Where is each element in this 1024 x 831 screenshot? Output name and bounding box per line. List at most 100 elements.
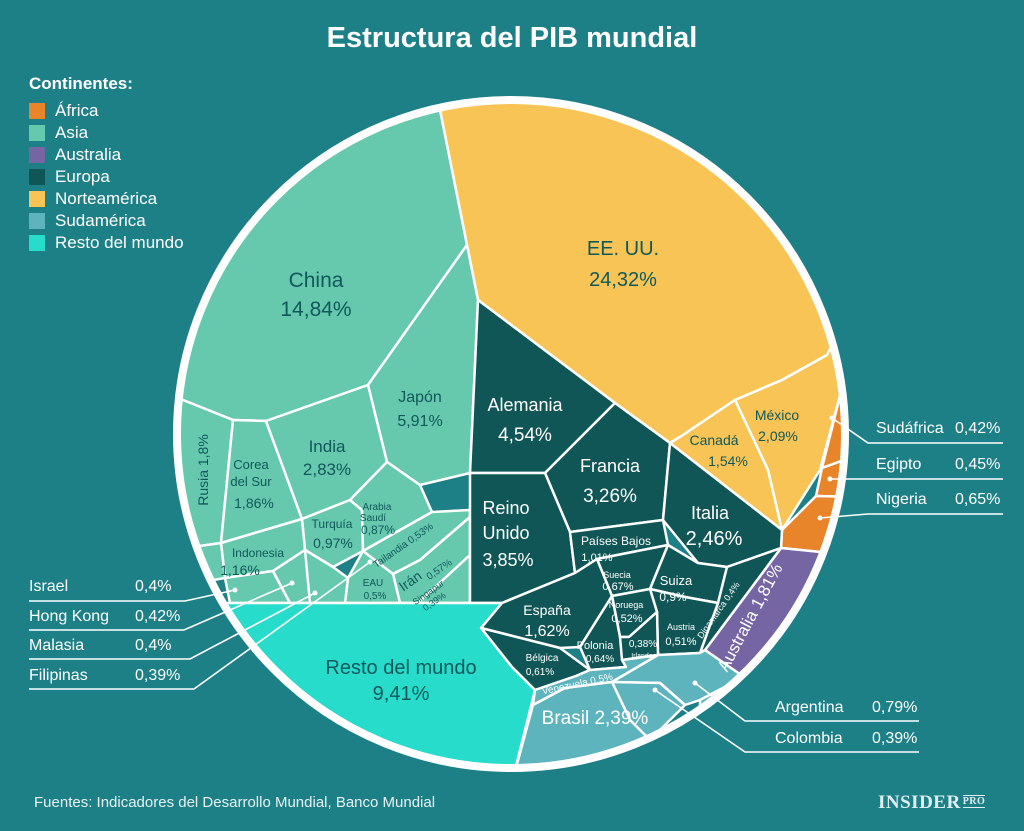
- label-saudi: Saudí: [360, 513, 386, 524]
- label-uae: EAU: [363, 578, 384, 589]
- label-italy: Italia: [691, 503, 730, 523]
- legend-swatch: [29, 191, 45, 207]
- leader-dot-colombia: [652, 687, 658, 693]
- leader-dot-egipto: [827, 476, 833, 482]
- label-indonesia: Indonesia: [232, 546, 284, 560]
- label-netherlands: Países Bajos: [581, 534, 651, 548]
- label-norway: Noruega: [609, 600, 644, 610]
- callout-colombia-value: 0,39%: [872, 730, 918, 747]
- legend-swatch: [29, 125, 45, 141]
- cell-ireland: [618, 610, 660, 662]
- leader-line-filipinas: [29, 561, 371, 690]
- callout-hongkong-value: 0,42%: [135, 608, 181, 625]
- label-korea: del Sur: [230, 474, 272, 489]
- label-germany: Alemania: [487, 395, 563, 415]
- callout-argentina-value: 0,79%: [872, 699, 918, 716]
- chart-outer-ring: [173, 96, 849, 772]
- leader-line-hongkong: [29, 582, 293, 631]
- legend-item-africa: África: [29, 100, 184, 122]
- leader-dot-argentina: [692, 680, 698, 686]
- label-austria: 0,51%: [665, 636, 696, 648]
- label-poland: 0,64%: [586, 654, 614, 665]
- callout-argentina-name: Argentina: [775, 699, 844, 716]
- leader-dot-malasia: [312, 590, 318, 596]
- label-brazil: Brasil 2,39%: [542, 708, 649, 729]
- legend-swatch: [29, 235, 45, 251]
- callout-colombia-name: Colombia: [775, 730, 843, 747]
- legend-label: Europa: [55, 167, 110, 186]
- label-uae: 0,5%: [364, 591, 387, 602]
- callout-hongkong-name: Hong Kong: [29, 608, 110, 625]
- legend-item-australia: Australia: [29, 144, 184, 166]
- label-mexico: México: [755, 407, 800, 423]
- leader-line-argentina: [694, 682, 919, 722]
- cell-egipto: [814, 438, 842, 500]
- callout-sudafrica-name: Sudáfrica: [876, 420, 944, 437]
- label-korea: 1,86%: [234, 495, 274, 511]
- legend-item-norteamerica: Norteamérica: [29, 188, 184, 210]
- leader-line-malasia: [29, 592, 316, 660]
- label-uk: Reino: [482, 498, 529, 518]
- leader-dot-filipinas: [367, 559, 373, 565]
- label-mexico: 2,09%: [758, 428, 798, 444]
- label-uk: Unido: [482, 523, 529, 543]
- label-ireland: Irlanda: [631, 653, 653, 660]
- legend-title: Continentes:: [29, 74, 133, 93]
- leader-dot-israel: [232, 587, 238, 593]
- label-germany: 4,54%: [498, 425, 552, 446]
- label-italy: 2,46%: [686, 528, 743, 550]
- label-china: China: [289, 269, 344, 292]
- legend: Continentes: África Asia Australia Europ…: [29, 74, 184, 254]
- callout-malasia-name: Malasia: [29, 637, 85, 654]
- legend-item-resto: Resto del mundo: [29, 232, 184, 254]
- label-switzerland: 0,9%: [659, 590, 687, 604]
- label-saudi: 0,87%: [361, 523, 395, 537]
- label-canada: Canadá: [689, 432, 738, 448]
- cell-filipinas: [303, 548, 350, 605]
- label-poland: Polonia: [577, 640, 615, 652]
- leader-line-colombia: [654, 689, 919, 753]
- legend-swatch: [29, 147, 45, 163]
- callout-israel-value: 0,4%: [135, 578, 172, 595]
- label-canada: 1,54%: [708, 453, 748, 469]
- callout-nigeria-value: 0,65%: [955, 491, 1001, 508]
- label-spain: España: [523, 602, 571, 618]
- legend-label: África: [55, 101, 99, 120]
- label-spain: 1,62%: [524, 623, 569, 640]
- label-korea: Corea: [233, 457, 269, 472]
- legend-item-sudamerica: Sudamérica: [29, 210, 184, 232]
- label-rest: Resto del mundo: [325, 657, 476, 679]
- label-india: India: [309, 437, 346, 456]
- source-note: Fuentes: Indicadores del Desarrollo Mund…: [34, 794, 436, 811]
- legend-label: Sudamérica: [55, 211, 146, 230]
- callout-israel-name: Israel: [29, 578, 69, 595]
- leader-line-israel: [29, 589, 236, 602]
- label-belgium: 0,61%: [526, 667, 554, 678]
- leader-line-sudafrica: [831, 417, 1003, 444]
- callout-malasia-value: 0,4%: [135, 637, 172, 654]
- legend-swatch: [29, 213, 45, 229]
- label-france: 3,26%: [583, 486, 637, 507]
- label-japan: 5,91%: [397, 413, 442, 430]
- callout-sudafrica-value: 0,42%: [955, 420, 1001, 437]
- label-austria: Austria: [667, 622, 695, 632]
- legend-swatch: [29, 169, 45, 185]
- callout-nigeria-name: Nigeria: [876, 491, 927, 508]
- legend-item-asia: Asia: [29, 122, 184, 144]
- label-belgium: Bélgica: [526, 653, 559, 664]
- leader-dot-sudafrica: [829, 415, 835, 421]
- label-turkey: 0,97%: [313, 535, 353, 551]
- callout-filipinas-name: Filipinas: [29, 667, 88, 684]
- logo-main: INSIDER: [878, 792, 961, 813]
- label-norway: 0,52%: [611, 613, 642, 625]
- leader-dot-nigeria: [817, 515, 823, 521]
- legend-item-europa: Europa: [29, 166, 184, 188]
- logo-sub: PRO: [962, 795, 986, 808]
- leader-dot-hongkong: [289, 580, 295, 586]
- cell-canada: [668, 398, 784, 532]
- label-switzerland: Suiza: [660, 573, 693, 588]
- label-china: 14,84%: [280, 298, 351, 321]
- label-saudi: Arabia: [363, 502, 392, 513]
- callout-egipto-name: Egipto: [876, 456, 922, 473]
